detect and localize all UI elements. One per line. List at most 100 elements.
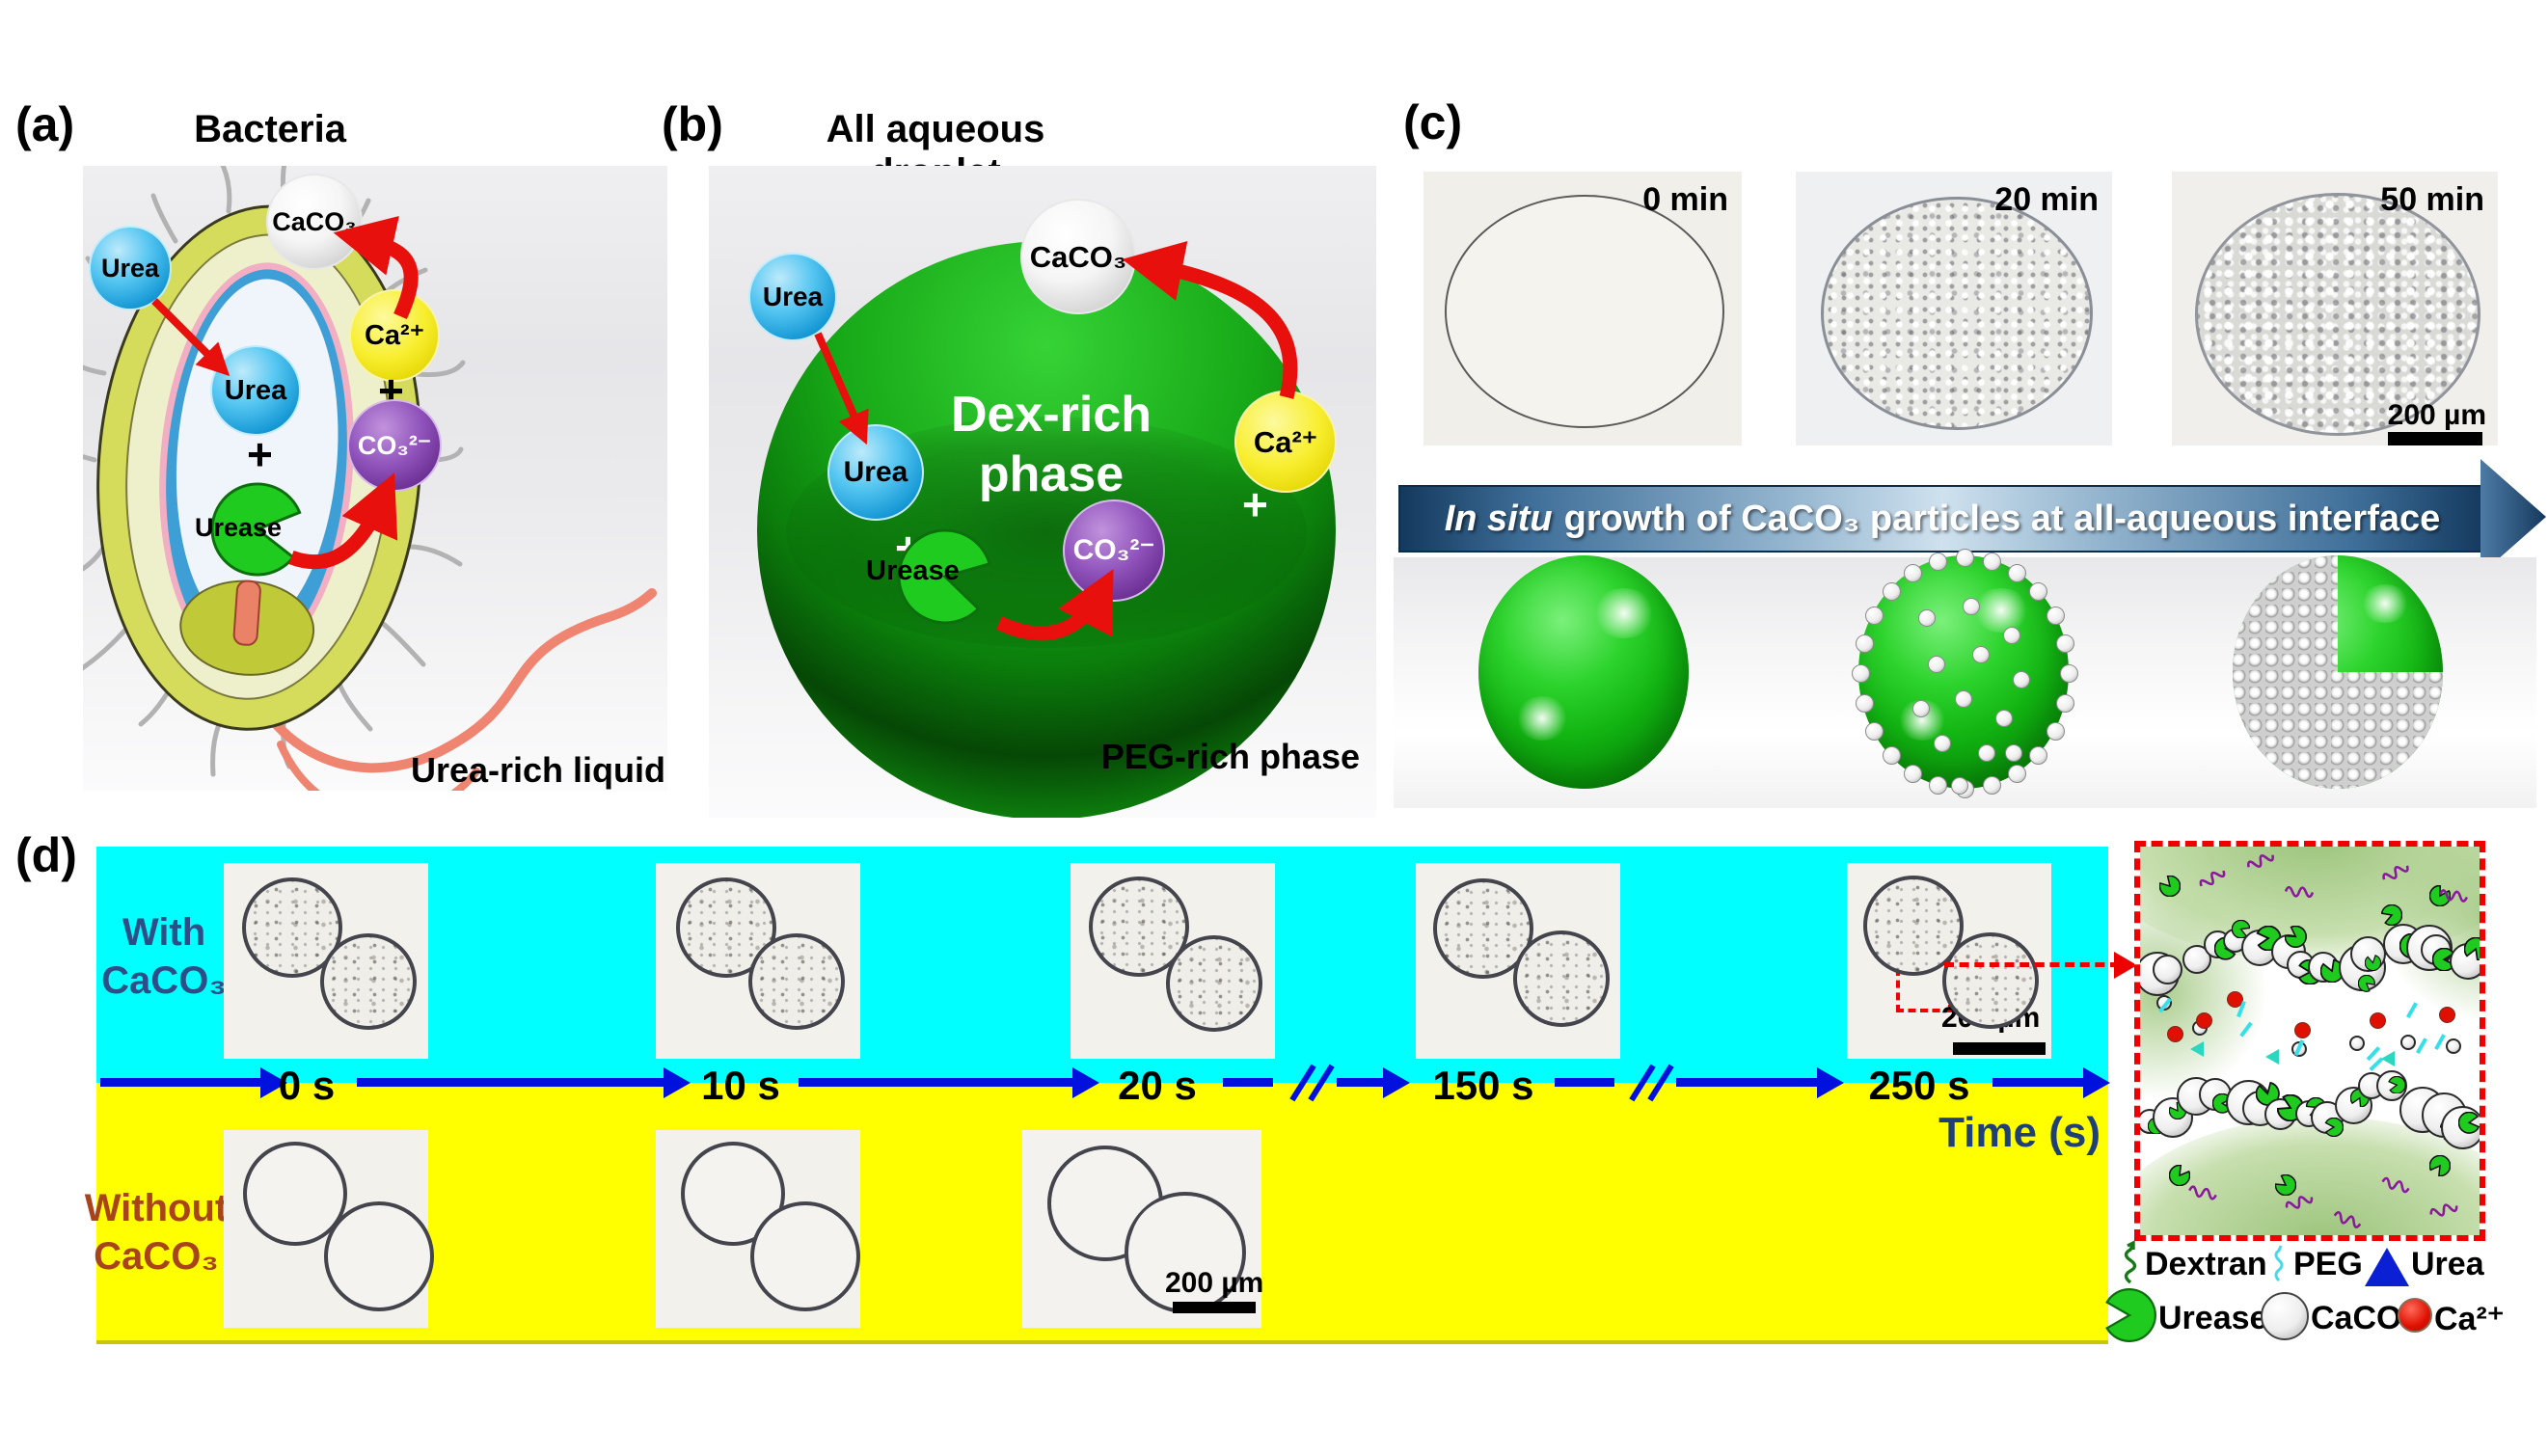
panel-d-label: (d) (15, 828, 77, 882)
banner-rest-part: growth of CaCO₃ particles at all-aqueous… (1563, 498, 2441, 539)
urea-sphere-inside-a: Urea (210, 345, 301, 436)
panel-b-label: (b) (662, 97, 723, 151)
plus-sign-ions-b: + (1242, 479, 1268, 529)
timepoint-label: 20 min (1994, 181, 2099, 218)
droplet-pair-with-0s (224, 863, 428, 1059)
droplet-circle (1089, 876, 1189, 977)
flagellar-motor-icon (231, 579, 262, 647)
droplet-circle (324, 1201, 434, 1311)
without-caco3-label: Without CaCO₃ (79, 1184, 233, 1281)
carbonate-a-label: CO₃²⁻ (357, 430, 432, 460)
urease-a-label: Urease (195, 513, 283, 542)
droplet-pair-without-10s (656, 1130, 860, 1328)
droplet-pair-with-20s (1071, 863, 1275, 1059)
legend-urea-label: Urea (2411, 1246, 2484, 1282)
panel-b-caption: PEG-rich phase (1100, 737, 1360, 776)
calcium-a-label: Ca²⁺ (364, 319, 425, 351)
droplet-circle (243, 1142, 347, 1246)
urease-b-label: Urease (866, 555, 960, 586)
urea-outside-b-label: Urea (762, 282, 824, 311)
urea-sphere-outside-b: Urea (748, 253, 837, 341)
interface-zoom-inset (2134, 841, 2485, 1241)
peg-squiggle-icon (2274, 1245, 2284, 1282)
timepoint-label: 0 min (1642, 181, 1728, 218)
droplet-circle (750, 1201, 860, 1311)
banner-italic-part: In situ (1444, 498, 1553, 539)
micrograph-20min: 20 min (1796, 172, 2112, 445)
zoom-callout-line (1944, 962, 2120, 967)
urea-inside-a-label: Urea (224, 374, 287, 406)
calcium-b-label: Ca²⁺ (1253, 424, 1318, 459)
urease-pacman-a: Urease (195, 482, 305, 577)
droplet-circle (1513, 930, 1610, 1027)
droplet-speckled (2195, 193, 2480, 436)
pacman-shape-icon (210, 482, 302, 577)
dex-phase-label-line1: Dex-rich (950, 387, 1152, 443)
droplet-speckled (1821, 197, 2093, 430)
time-label-10s: 10 s (701, 1063, 780, 1108)
droplet-circle (242, 877, 342, 978)
without-label-line1: Without (84, 1187, 229, 1229)
caco3-b-label: CaCO₃ (1029, 239, 1127, 274)
scalebar-label: 200 µm (2387, 399, 2486, 431)
schematic-sphere-covered (2233, 555, 2443, 789)
droplet-circle (1942, 932, 2039, 1029)
droplet-pair-without-0s (224, 1130, 434, 1328)
time-label-0s: 0 s (278, 1063, 336, 1108)
panel-a-title: Bacteria (194, 108, 346, 150)
panel-c-label: (c) (1403, 95, 1463, 149)
dextran-squiggle-icon (2124, 1240, 2137, 1284)
without-label-line2: CaCO₃ (94, 1235, 219, 1278)
particle-shell-layer (2233, 555, 2443, 789)
droplet-circle (1863, 876, 1964, 976)
micrograph-0min: 0 min (1423, 172, 1742, 445)
droplet-coalesced-20s: 200 µm (1022, 1130, 1264, 1328)
droplet-circle (748, 933, 845, 1030)
with-label-line1: With (122, 911, 206, 954)
urea-inside-b-label: Urea (843, 456, 908, 488)
droplet-pair-with-150s (1416, 863, 1620, 1059)
urea-outside-a-label: Urea (100, 253, 160, 283)
carbonate-ion-b: CO₃²⁻ (1063, 499, 1165, 602)
caco3-a-label: CaCO₃ (272, 206, 357, 236)
in-situ-growth-banner: In situ growth of CaCO₃ particles at all-… (1398, 485, 2486, 553)
scalebar-label: 200 µm (1165, 1267, 1264, 1299)
with-caco3-label: With CaCO₃ (96, 908, 231, 1005)
scalebar-icon (1173, 1302, 1256, 1313)
coalescence-neck (1130, 1198, 1227, 1294)
panel-a-caption: Urea-rich liquid (410, 750, 665, 790)
legend-ca-label: Ca²⁺ (2434, 1301, 2505, 1337)
urea-triangle-icon (2365, 1248, 2409, 1286)
carbonate-ion-a: CO₃²⁻ (347, 399, 442, 492)
plus-sign-inner-a: + (247, 429, 273, 479)
droplet-circle (1433, 878, 1533, 979)
legend-peg-label: PEG (2293, 1246, 2363, 1282)
droplet-outline (1445, 195, 1724, 428)
caco3-sphere-b: CaCO₃ (1020, 199, 1136, 314)
droplet-circle (1166, 935, 1262, 1032)
caco3-sphere-icon (2261, 1292, 2309, 1340)
panel-a-label: (a) (15, 97, 75, 151)
legend-dextran-label: Dextran (2145, 1246, 2267, 1282)
droplet-circle (320, 933, 417, 1030)
timepoint-label: 50 min (2380, 181, 2484, 218)
urease-pacman-icon (2105, 1288, 2156, 1342)
legend-urease-label: Urease (2158, 1300, 2268, 1336)
time-label-150s: 150 s (1432, 1063, 1534, 1108)
droplet-pair-with-10s (656, 863, 860, 1059)
ca-ion-icon (2398, 1298, 2432, 1333)
micrograph-50min: 50 min 200 µm (2172, 172, 2498, 445)
droplet-pair-with-250s: 200 µm (1847, 863, 2051, 1059)
schematic-sphere-bare (1478, 555, 1689, 789)
banner-text: In situ growth of CaCO₃ particles at all-… (1445, 499, 2441, 540)
with-label-line2: CaCO₃ (101, 959, 227, 1002)
scalebar-icon (1953, 1042, 2046, 1055)
scalebar-icon (2388, 432, 2482, 445)
caco3-sphere-a: CaCO₃ (266, 174, 363, 270)
time-axis-label: Time (s) (1938, 1109, 2101, 1156)
urea-sphere-outside-a: Urea (89, 226, 172, 310)
schematic-sphere-partial-particles (1852, 549, 2078, 798)
carbonate-b-label: CO₃²⁻ (1072, 534, 1155, 566)
time-label-20s: 20 s (1118, 1063, 1197, 1108)
